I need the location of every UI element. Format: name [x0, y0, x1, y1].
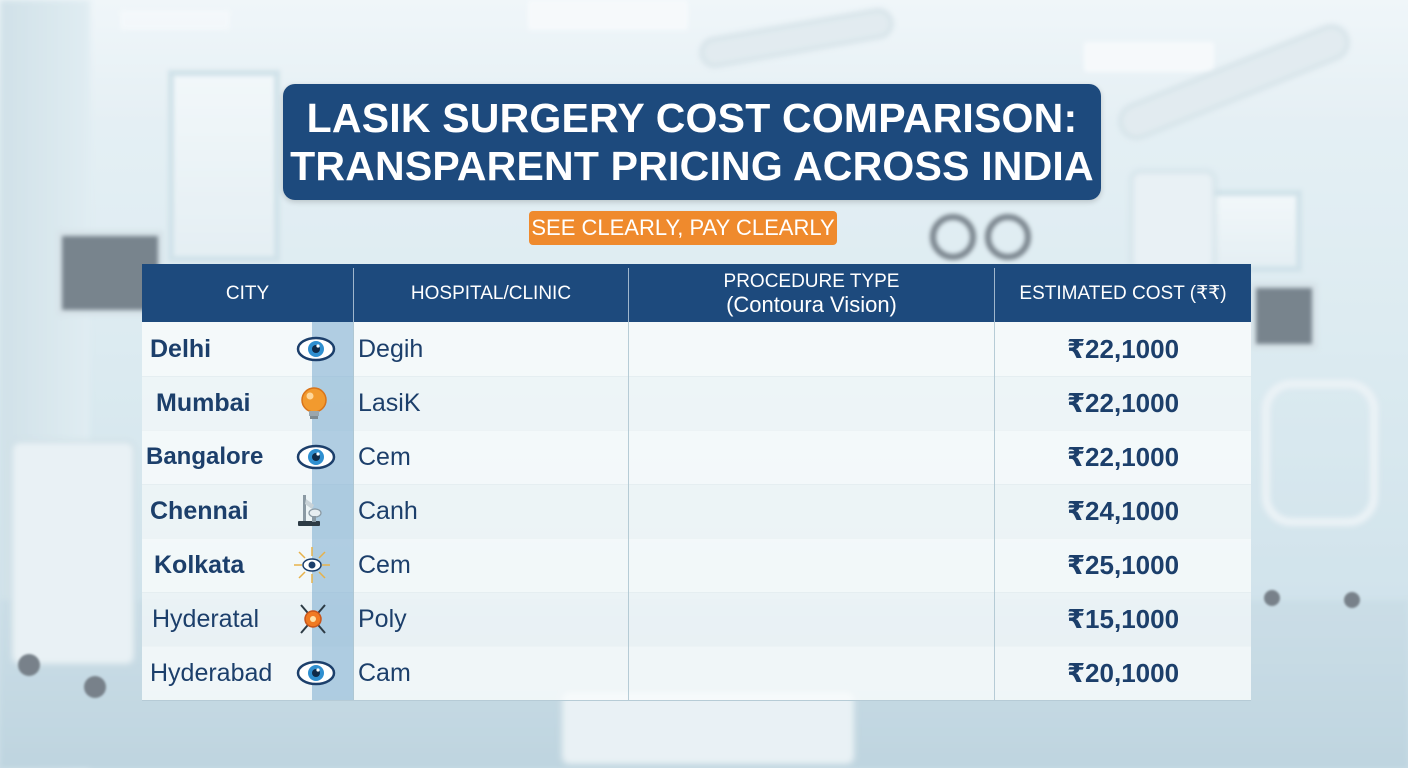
- cost-cell: ₹22,1000: [1066, 334, 1180, 364]
- table-body: Delhi Degih ₹22,1000 Mumbai Lasi: [142, 322, 1251, 702]
- header-procedure-line-2: (Contoura Vision): [726, 291, 897, 317]
- column-divider: [994, 646, 995, 700]
- laser-target-icon: [300, 604, 326, 634]
- city-cell: Hyderabad: [150, 659, 273, 687]
- city-cell: Bangalore: [146, 443, 264, 470]
- column-divider: [628, 646, 629, 700]
- header-procedure: PROCEDURE TYPE (Contoura Vision): [629, 264, 994, 322]
- city-cell: Mumbai: [156, 389, 251, 417]
- wheel: [1344, 592, 1360, 608]
- eye-icon: [296, 660, 336, 686]
- column-divider: [628, 484, 629, 538]
- table-row: Hyderatal Poly ₹15,1000: [142, 592, 1251, 647]
- column-divider: [994, 376, 995, 430]
- header-divider: [628, 268, 629, 322]
- ceiling-light: [120, 10, 230, 30]
- sunburst-eye-icon: [294, 547, 330, 583]
- page-title-line-2: TRANSPARENT PRICING ACROSS INDIA: [290, 143, 1094, 189]
- lens: [930, 214, 976, 260]
- column-divider: [353, 322, 354, 376]
- ceiling-light: [1084, 42, 1214, 72]
- tagline-badge: SEE CLEARLY, PAY CLEARLY: [529, 211, 837, 245]
- wheel: [84, 676, 106, 698]
- column-divider: [628, 430, 629, 484]
- monitor: [1250, 282, 1318, 350]
- table-row: Hyderabad Cam ₹20,1000: [142, 646, 1251, 701]
- header-hospital: HOSPITAL/CLINIC: [410, 282, 572, 304]
- cost-cell: ₹24,1000: [1066, 496, 1180, 526]
- column-divider: [994, 430, 995, 484]
- header-cost: ESTIMATED COST (₹₹): [1019, 282, 1227, 304]
- lightbulb-icon: [301, 387, 327, 419]
- column-divider: [628, 538, 629, 592]
- city-cell: Chennai: [150, 497, 249, 525]
- table-row: Delhi Degih ₹22,1000: [142, 322, 1251, 377]
- table-row: Chennai Canh ₹24,1000: [142, 484, 1251, 539]
- city-cell: Hyderatal: [152, 605, 259, 633]
- wheel: [1264, 590, 1280, 606]
- column-divider: [628, 592, 629, 646]
- title-banner: LASIK SURGERY COST COMPARISON: TRANSPARE…: [283, 84, 1101, 200]
- clinic-cell: Cem: [358, 443, 411, 471]
- table-row: Bangalore Cem ₹22,1000: [142, 430, 1251, 485]
- clinic-cell: Cem: [358, 551, 411, 579]
- page-title-line-1: LASIK SURGERY COST COMPARISON:: [306, 95, 1078, 141]
- column-divider: [994, 592, 995, 646]
- city-cell: Kolkata: [154, 551, 245, 579]
- cost-cell: ₹20,1000: [1066, 658, 1180, 688]
- clinic-cell: Degih: [358, 335, 424, 363]
- table-header: CITY HOSPITAL/CLINIC PROCEDURE TYPE (Con…: [142, 264, 1251, 322]
- column-divider: [353, 376, 354, 430]
- column-divider: [353, 592, 354, 646]
- microscope-icon: [298, 495, 322, 526]
- eye-icon: [296, 336, 336, 362]
- cost-cell: ₹22,1000: [1066, 442, 1180, 472]
- eye-icon: [296, 444, 336, 470]
- clinic-cell: LasiK: [358, 389, 421, 417]
- cost-cell: ₹25,1000: [1066, 550, 1180, 580]
- column-divider: [628, 376, 629, 430]
- cost-cell: ₹15,1000: [1066, 604, 1180, 634]
- column-divider: [994, 538, 995, 592]
- window: [168, 70, 280, 262]
- column-divider: [994, 484, 995, 538]
- table-row: Kolkata Cem ₹25,1000: [142, 538, 1251, 593]
- clinic-cell: Canh: [358, 497, 418, 525]
- clinic-cell: Cam: [358, 659, 411, 687]
- clinic-cell: Poly: [358, 605, 407, 633]
- equipment-cart: [10, 440, 136, 666]
- column-divider: [994, 322, 995, 376]
- chair: [1262, 380, 1378, 526]
- column-divider: [353, 484, 354, 538]
- column-divider: [353, 430, 354, 484]
- column-divider: [353, 646, 354, 700]
- header-city: CITY: [225, 282, 270, 304]
- ceiling-light: [528, 0, 688, 30]
- lens: [985, 214, 1031, 260]
- column-divider: [353, 538, 354, 592]
- cost-table: CITY HOSPITAL/CLINIC PROCEDURE TYPE (Con…: [142, 264, 1251, 702]
- table-row: Mumbai LasiK ₹22,1000: [142, 376, 1251, 431]
- header-divider: [353, 268, 354, 322]
- header-divider: [994, 268, 995, 322]
- cost-cell: ₹22,1000: [1066, 388, 1180, 418]
- header-procedure-line-1: PROCEDURE TYPE: [723, 270, 900, 292]
- wheel: [18, 654, 40, 676]
- city-cell: Delhi: [150, 335, 212, 363]
- column-divider: [628, 322, 629, 376]
